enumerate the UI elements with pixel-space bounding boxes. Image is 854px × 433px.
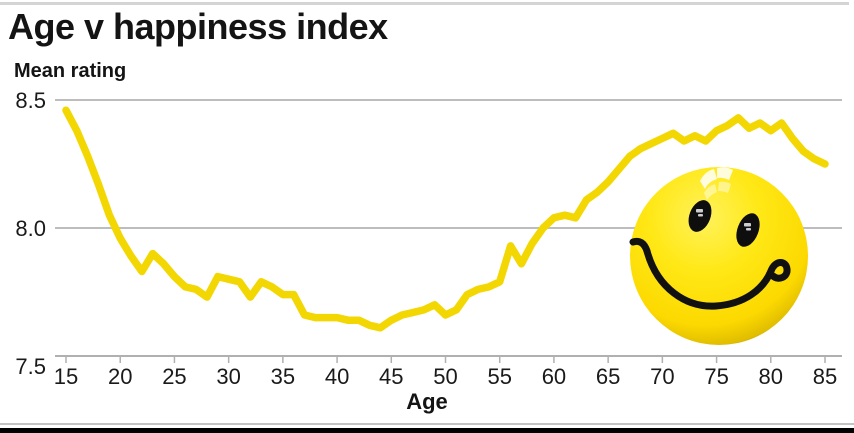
smiley-face-icon — [629, 167, 808, 345]
x-tick-label: 65 — [596, 364, 620, 389]
x-tick-label: 35 — [271, 364, 295, 389]
footer-bar — [0, 428, 854, 433]
x-tick-label: 30 — [216, 364, 240, 389]
footer-rule — [0, 423, 854, 425]
x-tick-label: 45 — [379, 364, 403, 389]
y-tick-label: 8.5 — [15, 88, 46, 113]
y-tick-label: 7.5 — [15, 354, 46, 379]
grid-layer: 8.5 8.0 7.5 15 20 25 30 35 40 45 50 55 60 65 70 75 80 85 — [15, 88, 842, 389]
line-layer — [62, 106, 829, 332]
x-tick-label: 15 — [54, 364, 78, 389]
happiness-line — [62, 106, 829, 332]
top-rule — [0, 2, 849, 5]
x-tick-label: 55 — [487, 364, 511, 389]
x-tick-label: 60 — [542, 364, 566, 389]
smiley-eyes — [688, 200, 760, 247]
x-tick-label: 70 — [650, 364, 674, 389]
x-tick-label: 80 — [759, 364, 783, 389]
x-tick-label: 75 — [704, 364, 728, 389]
page-title: Age v happiness index — [8, 6, 388, 47]
x-tick-label: 40 — [325, 364, 349, 389]
x-tick-label: 25 — [162, 364, 186, 389]
y-axis-title: Mean rating — [14, 60, 127, 82]
smiley-reflection — [700, 167, 733, 200]
smiley-smile — [629, 237, 791, 310]
x-tick-label: 85 — [813, 364, 837, 389]
x-tick-label: 20 — [108, 364, 132, 389]
y-tick-label: 8.0 — [15, 216, 46, 241]
smiley-ball — [630, 167, 808, 345]
x-axis-title: Age — [406, 389, 448, 414]
x-tick-label: 50 — [433, 364, 457, 389]
